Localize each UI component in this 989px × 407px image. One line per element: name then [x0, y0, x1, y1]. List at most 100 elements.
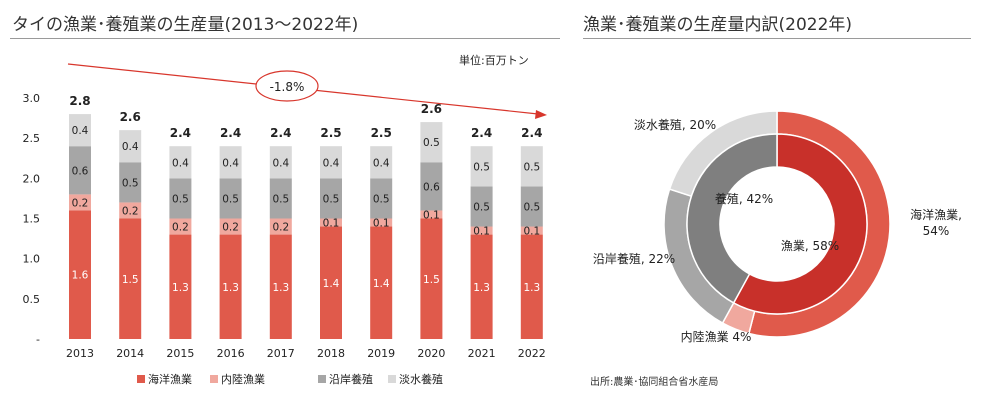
bar-segment-label: 0.1	[373, 218, 390, 230]
bar-segment-label: 0.4	[72, 125, 89, 137]
y-tick-label: 2.5	[23, 132, 41, 145]
bar-segment	[470, 146, 493, 187]
bar-segment-label: 0.5	[122, 177, 139, 189]
bar-segment-label: 0.1	[423, 209, 440, 221]
left-chart-title: タイの漁業･養殖業の生産量(2013～2022年)	[12, 15, 359, 35]
bar-segment	[320, 226, 342, 339]
bar-segment	[169, 234, 192, 339]
donut-outer-label: 淡水養殖, 20%	[634, 117, 716, 132]
bar-segment	[520, 226, 543, 235]
legend-label: 淡水養殖	[399, 373, 443, 386]
bar-total-label: 2.4	[220, 126, 241, 140]
x-tick-label: 2015	[166, 347, 194, 360]
bar-segment	[520, 186, 543, 227]
x-tick-label: 2021	[468, 347, 496, 360]
bar-segment-label: 0.5	[323, 193, 340, 205]
bar-segment-label: 0.2	[172, 222, 189, 234]
bar-segment-label: 0.5	[373, 193, 390, 205]
bar-segment-label: 0.4	[272, 157, 289, 169]
bar-total-label: 2.4	[471, 126, 492, 140]
bar-segment-label: 0.5	[473, 161, 490, 173]
bar-segment	[169, 218, 192, 235]
bar-segment-label: 0.5	[523, 201, 540, 213]
bar-segment-label: 0.4	[323, 157, 340, 169]
bar-segment	[219, 218, 242, 235]
bar-segment	[219, 234, 242, 339]
bar-segment	[69, 194, 91, 211]
bar-segment-label: 0.1	[323, 218, 340, 230]
bar-segment-label: 0.2	[222, 222, 239, 234]
y-tick-label: 0.5	[23, 293, 41, 306]
x-tick-label: 2017	[267, 347, 295, 360]
bar-segment-label: 1.6	[72, 270, 89, 282]
bar-segment	[119, 202, 142, 219]
legend-label: 海洋漁業	[148, 373, 192, 386]
bar-segment	[370, 178, 393, 219]
bar-segment	[420, 218, 443, 339]
donut-inner-label: 漁業, 58%	[781, 239, 839, 253]
bar-segment-label: 0.6	[423, 181, 440, 193]
bar-segment	[520, 146, 543, 187]
bar-total-label: 2.5	[371, 126, 392, 140]
bar-total-label: 2.5	[320, 126, 341, 140]
donut-outer-label: 海洋漁業,	[910, 207, 962, 222]
donut-outer-label: 54%	[923, 224, 950, 238]
x-tick-label: 2016	[217, 347, 245, 360]
legend-swatch	[137, 375, 145, 383]
bar-segment-label: 1.4	[373, 278, 390, 290]
source-note: 出所:農業･協同組合省水産局	[590, 377, 719, 388]
bar-segment	[269, 146, 292, 179]
x-tick-label: 2020	[417, 347, 445, 360]
left-title-divider	[10, 38, 560, 39]
bar-segment	[119, 162, 142, 203]
bar-segment	[269, 178, 292, 219]
bar-segment	[119, 218, 142, 339]
bar-segment-label: 1.5	[423, 274, 440, 286]
bar-total-label: 2.4	[270, 126, 291, 140]
bar-segment	[69, 210, 91, 339]
legend-item: 内陸漁業	[210, 371, 265, 387]
trend-arrowhead	[535, 110, 547, 119]
bar-segment-label: 0.2	[122, 205, 139, 217]
bar-segment	[269, 218, 292, 235]
bar-segment	[420, 162, 443, 211]
bar-segment-label: 0.5	[473, 201, 490, 213]
y-tick-label: 2.0	[23, 172, 41, 185]
bar-segment	[370, 146, 393, 179]
donut-slice	[686, 133, 778, 304]
unit-label: 単位:百万トン	[459, 54, 529, 67]
legend-label: 沿岸養殖	[329, 373, 373, 386]
bar-segment	[370, 226, 393, 339]
right-chart-title: 漁業･養殖業の生産量内訳(2022年)	[583, 15, 853, 35]
bar-segment	[69, 114, 91, 147]
bar-segment-label: 1.3	[523, 282, 540, 294]
y-tick-label: 3.0	[23, 92, 41, 105]
bar-segment	[470, 186, 493, 227]
bar-segment	[320, 218, 342, 227]
bar-segment-label: 1.3	[222, 282, 239, 294]
bar-segment	[470, 226, 493, 235]
bar-segment-label: 0.1	[523, 226, 540, 238]
bar-segment	[470, 234, 493, 339]
bar-segment-label: 0.5	[272, 193, 289, 205]
trend-annotation-label: -1.8%	[270, 80, 305, 94]
bar-segment	[219, 146, 242, 179]
bar-segment	[219, 178, 242, 219]
bar-segment-label: 1.3	[473, 282, 490, 294]
legend-item: 海洋漁業	[137, 371, 192, 387]
donut-outer-label: 沿岸養殖, 22%	[593, 251, 675, 266]
bar-segment-label: 1.3	[172, 282, 189, 294]
x-tick-label: 2018	[317, 347, 345, 360]
legend-swatch	[210, 375, 218, 383]
bar-segment	[420, 210, 443, 219]
donut-inner-label: 養殖, 42%	[715, 191, 773, 206]
bar-segment	[420, 122, 443, 163]
bar-segment	[320, 146, 342, 179]
bar-total-label: 2.6	[421, 102, 442, 116]
bar-segment-label: 1.5	[122, 274, 139, 286]
bar-segment-label: 1.3	[272, 282, 289, 294]
bar-segment-label: 0.4	[222, 157, 239, 169]
bar-total-label: 2.4	[170, 126, 191, 140]
bar-segment-label: 0.1	[473, 226, 490, 238]
